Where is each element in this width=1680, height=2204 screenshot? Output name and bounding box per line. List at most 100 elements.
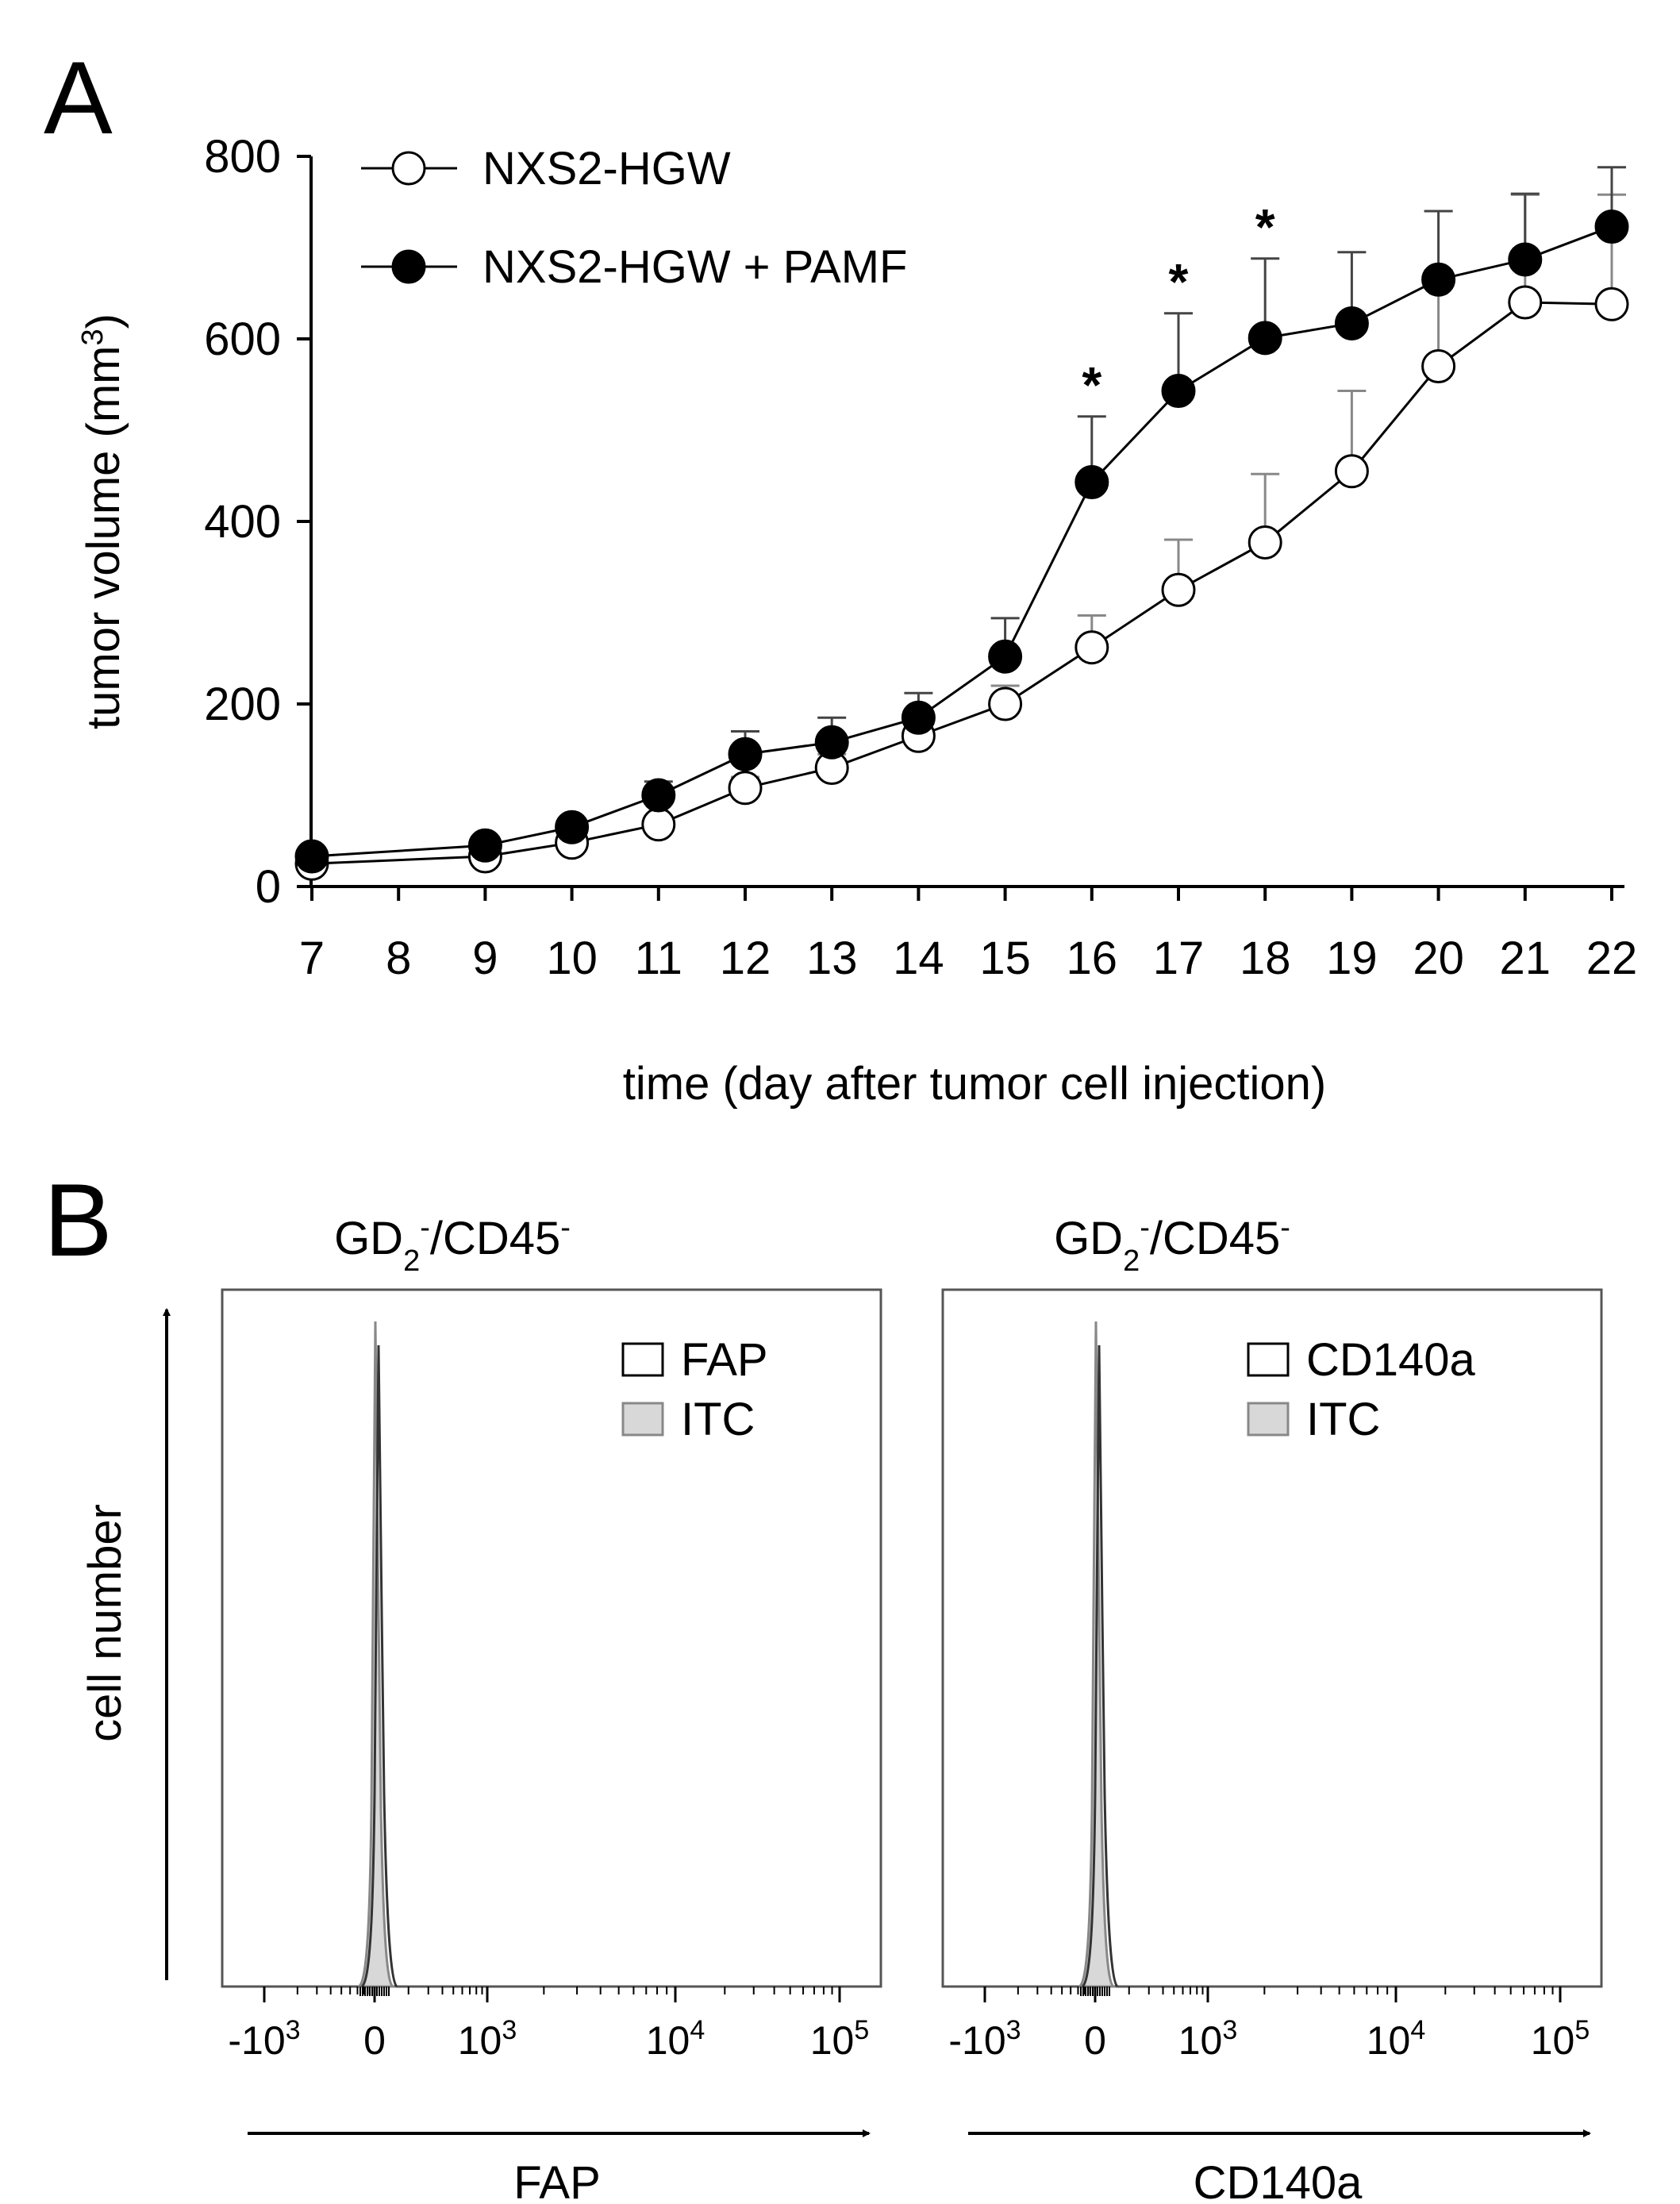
- histogram-peak-cd140a: [1081, 1344, 1119, 1988]
- x-tick-label: 19: [1326, 933, 1378, 984]
- hist-tick-label: 105: [810, 2015, 870, 2063]
- hist-tick-label: 105: [1531, 2015, 1590, 2063]
- legend-label-itc-left: ITC: [681, 1394, 755, 1445]
- y-tick-label: 200: [204, 679, 281, 730]
- data-point-nxs2: [1075, 630, 1109, 665]
- data-point-nxs2: [1334, 454, 1369, 489]
- hist-x-ticks-right: -103 0 103 104 105: [948, 1987, 1590, 2063]
- data-point-nxs2: [1594, 287, 1629, 321]
- data-point-nxs2: [728, 771, 763, 806]
- x-tick-label: 8: [386, 933, 411, 984]
- hist-tick-label: -103: [228, 2015, 300, 2063]
- series-lines: [311, 225, 1613, 865]
- data-point-pamf: [1508, 242, 1543, 277]
- x-axis-title-cd140a: CD140a: [1194, 2157, 1363, 2204]
- series-points: [294, 210, 1629, 881]
- x-axis-title: time (day after tumor cell injection): [623, 1058, 1326, 1110]
- histogram-fap: GD2-/CD45- FAP ITC -103 0 103 104 105 FAP: [221, 1211, 882, 2204]
- data-point-pamf: [1248, 321, 1282, 356]
- data-point-pamf: [1334, 306, 1369, 340]
- data-point-pamf: [1161, 374, 1196, 409]
- legend-swatch-fap: [621, 1342, 664, 1377]
- y-axis-title: tumor volume (mm3): [76, 313, 129, 729]
- data-point-pamf: [1421, 262, 1456, 297]
- legend-label-nxs2-hgw-pamf: NXS2-HGW + PAMF: [482, 241, 907, 293]
- histogram-cd140a: GD2-/CD45- CD140a ITC -103 0 103 104 105 CD1…: [941, 1211, 1603, 2204]
- legend-label-nxs2-hgw: NXS2-HGW: [482, 143, 731, 194]
- panel-letter-a: A: [44, 40, 113, 156]
- data-point-pamf: [467, 828, 502, 863]
- x-tick-label: 18: [1240, 933, 1291, 984]
- data-point-pamf: [294, 839, 329, 874]
- x-tick-label: 15: [979, 933, 1031, 984]
- x-tick-label: 14: [893, 933, 944, 984]
- panel-letter-b: B: [44, 1162, 113, 1278]
- significance-asterisk: *: [1082, 356, 1101, 413]
- y-tick-label: 800: [204, 131, 281, 183]
- legend: NXS2-HGW NXS2-HGW + PAMF: [361, 143, 907, 293]
- hist-x-ticks-left: -103 0 103 104 105: [228, 1987, 869, 2063]
- hist-title-right: GD2-/CD45-: [1054, 1211, 1290, 1278]
- data-point-pamf: [901, 700, 936, 735]
- hist-tick-label: 104: [1367, 2015, 1426, 2063]
- x-ticks: 7 8 9 10 11 12 13 14 15 16 17 18 19 20 21 22: [299, 887, 1637, 984]
- legend-marker-filled: [391, 249, 426, 284]
- y-ticks: 0 200 400 600 800: [204, 131, 311, 913]
- data-point-pamf: [814, 725, 849, 760]
- y-tick-label: 400: [204, 496, 281, 548]
- data-point-pamf: [988, 639, 1023, 674]
- hist-tick-label: 103: [1178, 2015, 1238, 2063]
- x-tick-label: 17: [1153, 933, 1205, 984]
- legend-swatch-itc-left: [621, 1402, 664, 1437]
- x-tick-label: 13: [806, 933, 858, 984]
- x-tick-label: 22: [1586, 933, 1638, 984]
- x-axis-title-fap: FAP: [513, 2157, 601, 2204]
- x-tick-label: 10: [546, 933, 598, 984]
- data-point-nxs2: [1248, 525, 1282, 560]
- data-point-pamf: [728, 737, 763, 771]
- hist-tick-label: 0: [363, 2018, 386, 2063]
- hist-title-left: GD2-/CD45-: [334, 1211, 571, 1278]
- x-tick-label: 21: [1500, 933, 1551, 984]
- significance-marks: * * *: [1082, 198, 1274, 413]
- hist-tick-label: 103: [458, 2015, 517, 2063]
- legend-label-fap: FAP: [681, 1334, 768, 1386]
- legend-marker-open: [391, 151, 426, 186]
- legend-swatch-itc-right: [1247, 1402, 1290, 1437]
- y-tick-label: 600: [204, 313, 281, 365]
- cell-number-label: cell number: [79, 1504, 131, 1742]
- data-point-pamf: [641, 778, 676, 813]
- line-chart: 0 200 400 600 800 7 8 9 10 11 12 13 14 15 16 17 18 19 20 2…: [76, 131, 1637, 1110]
- data-point-pamf: [1075, 465, 1109, 500]
- x-tick-label: 7: [299, 933, 325, 984]
- y-axis-title-main: tumor volume (mm: [78, 346, 129, 729]
- legend-swatch-cd140a: [1247, 1342, 1290, 1377]
- x-tick-label: 9: [472, 933, 498, 984]
- hist-tick-label: -103: [948, 2015, 1021, 2063]
- data-point-nxs2: [1508, 285, 1543, 320]
- data-point-nxs2: [1421, 349, 1456, 383]
- series-line-0: [311, 301, 1613, 865]
- y-axis-title-end: ): [78, 313, 129, 329]
- hist-tick-label: 0: [1084, 2018, 1106, 2063]
- y-axis-title-sup: 3: [76, 329, 110, 345]
- series-line-1: [311, 225, 1613, 858]
- legend-label-cd140a: CD140a: [1306, 1334, 1476, 1386]
- data-point-pamf: [1594, 210, 1629, 244]
- data-point-nxs2: [641, 807, 676, 842]
- significance-asterisk: *: [1169, 253, 1189, 310]
- x-tick-label: 20: [1413, 933, 1464, 984]
- legend-label-itc-right: ITC: [1306, 1394, 1380, 1445]
- x-tick-label: 16: [1067, 933, 1118, 984]
- y-tick-label: 0: [256, 861, 281, 913]
- significance-asterisk: *: [1255, 198, 1275, 256]
- data-point-nxs2: [1161, 572, 1196, 607]
- histogram-peak-fap: [360, 1344, 398, 1988]
- data-point-pamf: [555, 810, 590, 844]
- data-point-nxs2: [988, 687, 1023, 721]
- hist-frame-left: [221, 1288, 882, 1988]
- x-tick-label: 12: [720, 933, 771, 984]
- x-tick-label: 11: [635, 933, 682, 984]
- hist-frame-right: [941, 1288, 1603, 1988]
